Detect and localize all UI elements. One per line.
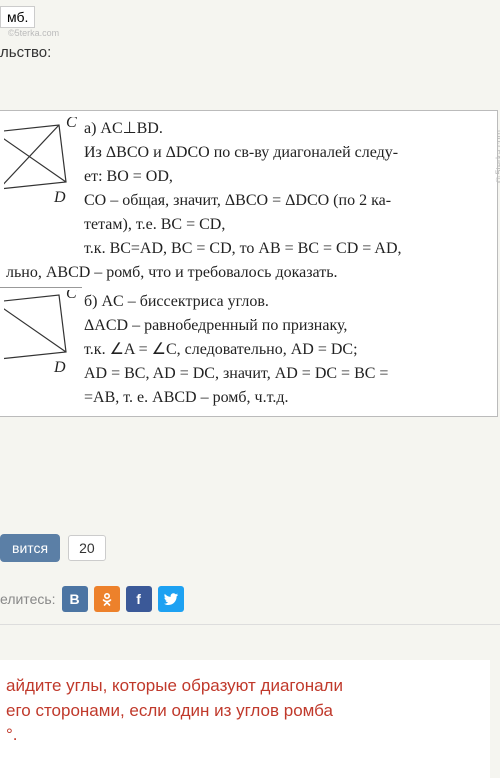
rhombus-diagram-a: C D — [4, 117, 84, 237]
b-line3: т.к. ∠A = ∠C, следовательно, AD = DC; — [84, 338, 489, 362]
a-line3: ет: BO = OD, — [84, 165, 489, 189]
a-line1: а) AC⊥BD. — [84, 117, 489, 141]
diagram-b: C D — [4, 290, 84, 400]
ok-icon[interactable] — [94, 586, 120, 612]
rhombus-diagram-b: C D — [4, 290, 84, 400]
like-button[interactable]: вится — [0, 534, 60, 562]
b-line5: =AB, т. е. ABCD – ромб, ч.т.д. — [84, 386, 489, 410]
fb-icon[interactable]: f — [126, 586, 152, 612]
section-a-text: а) AC⊥BD. Из ΔBCO и ΔDCO по св-ву диагон… — [84, 117, 489, 261]
next-line1: айдите углы, которые образуют диагонали — [6, 674, 480, 699]
a-conclusion: льно, ABCD – ромб, что и требовалось док… — [4, 261, 489, 285]
label-c: C — [66, 117, 77, 131]
next-line3: °. — [6, 723, 480, 748]
label-c-b: C — [66, 290, 77, 302]
like-count: 20 — [68, 535, 106, 561]
subheader-fragment: льство: — [0, 44, 51, 61]
share-row: елитесь: В f — [0, 580, 500, 625]
section-a-row: C D а) AC⊥BD. Из ΔBCO и ΔDCO по св-ву ди… — [4, 117, 489, 261]
header-fragment: мб. — [0, 6, 35, 28]
watermark-side: ©5terka.com — [494, 130, 500, 185]
diagram-a: C D — [4, 117, 84, 237]
share-label: елитесь: — [0, 591, 56, 607]
proof-content: C D а) AC⊥BD. Из ΔBCO и ΔDCO по св-ву ди… — [0, 110, 498, 417]
section-b-text: б) AC – биссектриса углов. ΔACD – равноб… — [84, 290, 489, 410]
b-line1: б) AC – биссектриса углов. — [84, 290, 489, 314]
tw-icon[interactable] — [158, 586, 184, 612]
label-d: D — [53, 189, 66, 206]
diagram-divider — [0, 287, 82, 288]
section-b-row: C D б) AC – биссектриса углов. ΔACD – ра… — [4, 290, 489, 410]
ok-glyph — [99, 591, 115, 607]
like-row: вится 20 — [0, 530, 500, 566]
b-line2: ΔACD – равнобедренный по признаку, — [84, 314, 489, 338]
a-line2: Из ΔBCO и ΔDCO по св-ву диагоналей следу… — [84, 141, 489, 165]
tw-glyph — [163, 591, 179, 607]
label-d-b: D — [53, 359, 66, 376]
like-label: вится — [12, 540, 48, 556]
vk-icon[interactable]: В — [62, 586, 88, 612]
a-line4: CO – общая, значит, ΔBCO = ΔDCO (по 2 ка… — [84, 189, 489, 213]
a-line6: т.к. BC=AD, BC = CD, то AB = BC = CD = A… — [84, 237, 489, 261]
next-line2: его сторонами, если один из углов ромба — [6, 699, 480, 724]
next-task-box[interactable]: айдите углы, которые образуют диагонали … — [0, 660, 490, 778]
b-line4: AD = BC, AD = DC, значит, AD = DC = BC = — [84, 362, 489, 386]
a-line5: тетам), т.е. BC = CD, — [84, 213, 489, 237]
watermark-top: ©5terka.com — [8, 28, 59, 38]
